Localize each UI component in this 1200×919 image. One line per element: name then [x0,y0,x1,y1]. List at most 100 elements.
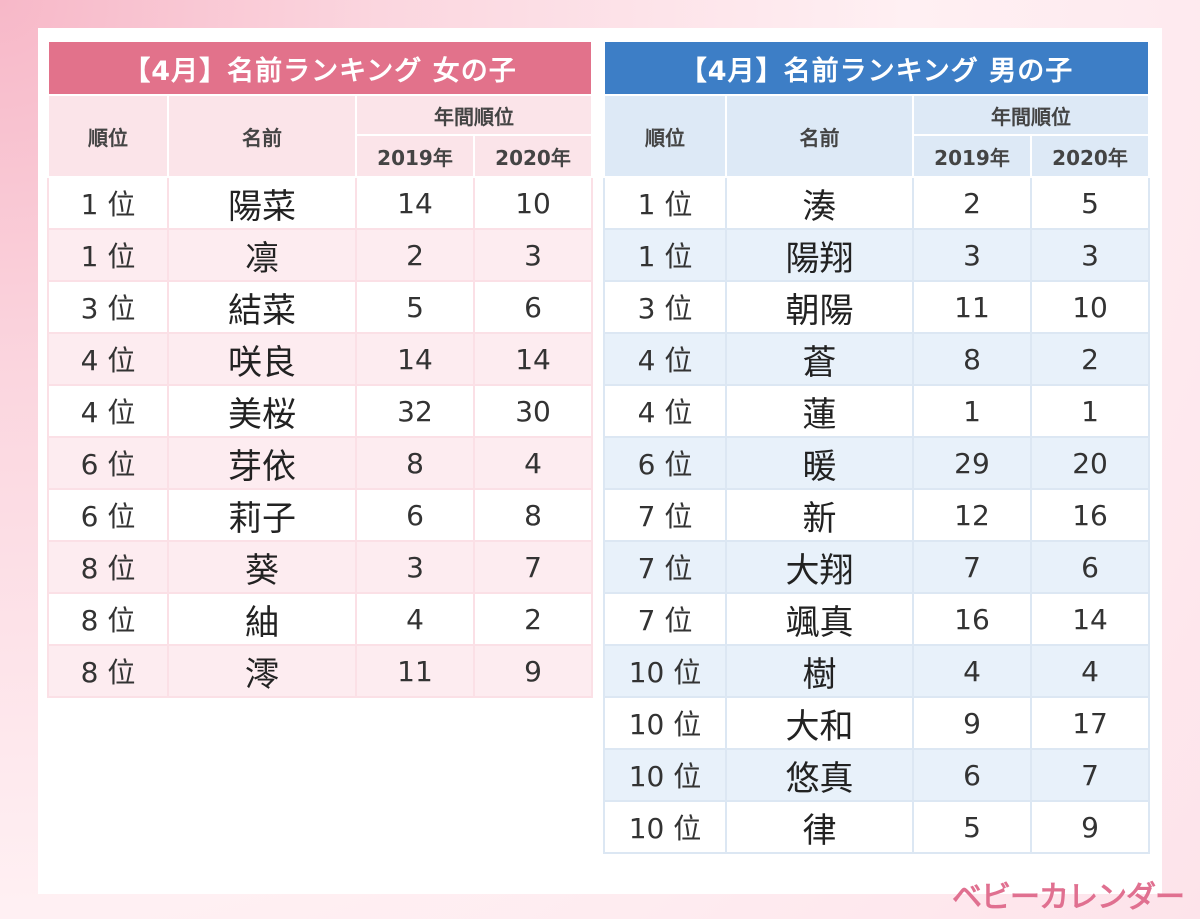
rank-2019-cell: 32 [355,384,475,438]
name-cell: 莉子 [167,488,357,542]
table-row: 8 位澪 11 9 [47,644,594,698]
table-row: 4 位咲良 14 14 [47,332,594,386]
rank-cell: 7 位 [603,540,727,594]
name-cell: 大翔 [725,540,914,594]
rank-2020-cell: 8 [472,488,594,542]
rank-2019-cell: 29 [912,436,1032,490]
rank-cell: 4 位 [47,384,169,438]
name-header: 名前 [725,94,914,178]
name-cell: 律 [725,800,914,854]
name-cell: 新 [725,488,914,542]
rank-2019-cell: 8 [912,332,1032,386]
rank-2019-cell: 8 [355,436,475,490]
rank-2020-cell: 6 [1029,540,1151,594]
rank-cell: 4 位 [603,384,727,438]
rank-2019-cell: 6 [355,488,475,542]
rank-2019-cell: 5 [355,280,475,334]
table-row: 1 位陽菜 14 10 [47,176,594,230]
rank-2020-cell: 2 [472,592,594,646]
rank-cell: 4 位 [603,332,727,386]
rank-2020-cell: 1 [1029,384,1151,438]
name-cell: 樹 [725,644,914,698]
rank-2019-cell: 4 [912,644,1032,698]
rank-2019-cell: 14 [355,332,475,386]
rank-2019-cell: 5 [912,800,1032,854]
rank-cell: 10 位 [603,696,727,750]
rank-2020-cell: 3 [472,228,594,282]
year-2020-header: 2020年 [472,134,594,178]
name-cell: 美桜 [167,384,357,438]
rank-cell: 8 位 [47,644,169,698]
table-row: 10 位大和 9 17 [603,696,1151,750]
year-2019-header: 2019年 [912,134,1032,178]
rank-2019-cell: 14 [355,176,475,230]
name-cell: 陽翔 [725,228,914,282]
rank-2019-cell: 1 [912,384,1032,438]
year-2019-header: 2019年 [355,134,475,178]
rank-cell: 3 位 [603,280,727,334]
year-2020-header: 2020年 [1029,134,1151,178]
rank-cell: 7 位 [603,488,727,542]
table-row: 7 位新 12 16 [603,488,1151,542]
name-cell: 颯真 [725,592,914,646]
name-cell: 湊 [725,176,914,230]
rank-cell: 10 位 [603,748,727,802]
table-row: 7 位颯真 16 14 [603,592,1151,646]
rank-2020-cell: 9 [1029,800,1151,854]
rank-2020-cell: 9 [472,644,594,698]
rank-cell: 7 位 [603,592,727,646]
annual-rank-header: 年間順位 [911,94,1151,136]
rank-2020-cell: 30 [472,384,594,438]
rank-2020-cell: 7 [472,540,594,594]
rank-cell: 1 位 [47,176,169,230]
rank-2020-cell: 16 [1029,488,1151,542]
name-cell: 澪 [167,644,357,698]
rank-2019-cell: 2 [912,176,1032,230]
name-cell: 蒼 [725,332,914,386]
rank-2020-cell: 6 [472,280,594,334]
name-cell: 凛 [167,228,357,282]
rank-cell: 10 位 [603,644,727,698]
rank-2020-cell: 10 [1029,280,1151,334]
rank-2020-cell: 4 [472,436,594,490]
table-row: 10 位悠真 6 7 [603,748,1151,802]
rank-2019-cell: 16 [912,592,1032,646]
table-row: 3 位結菜 5 6 [47,280,594,334]
name-cell: 陽菜 [167,176,357,230]
rank-cell: 1 位 [603,228,727,282]
rank-cell: 6 位 [603,436,727,490]
rank-cell: 3 位 [47,280,169,334]
rank-cell: 1 位 [47,228,169,282]
name-cell: 朝陽 [725,280,914,334]
rank-2019-cell: 9 [912,696,1032,750]
girls-table-title: 【4月】名前ランキング 女の子 [46,40,594,96]
name-cell: 咲良 [167,332,357,386]
rank-2020-cell: 17 [1029,696,1151,750]
rank-cell: 10 位 [603,800,727,854]
annual-rank-header: 年間順位 [354,94,594,136]
rank-2020-cell: 14 [472,332,594,386]
table-row: 3 位朝陽 11 10 [603,280,1151,334]
name-cell: 葵 [167,540,357,594]
name-cell: 大和 [725,696,914,750]
rank-2020-cell: 2 [1029,332,1151,386]
rank-2020-cell: 3 [1029,228,1151,282]
name-cell: 悠真 [725,748,914,802]
rank-2019-cell: 3 [912,228,1032,282]
rank-cell: 6 位 [47,436,169,490]
rank-cell: 8 位 [47,540,169,594]
rank-cell: 4 位 [47,332,169,386]
name-cell: 蓮 [725,384,914,438]
name-cell: 芽依 [167,436,357,490]
table-row: 1 位陽翔 3 3 [603,228,1151,282]
rank-2020-cell: 14 [1029,592,1151,646]
rank-cell: 8 位 [47,592,169,646]
